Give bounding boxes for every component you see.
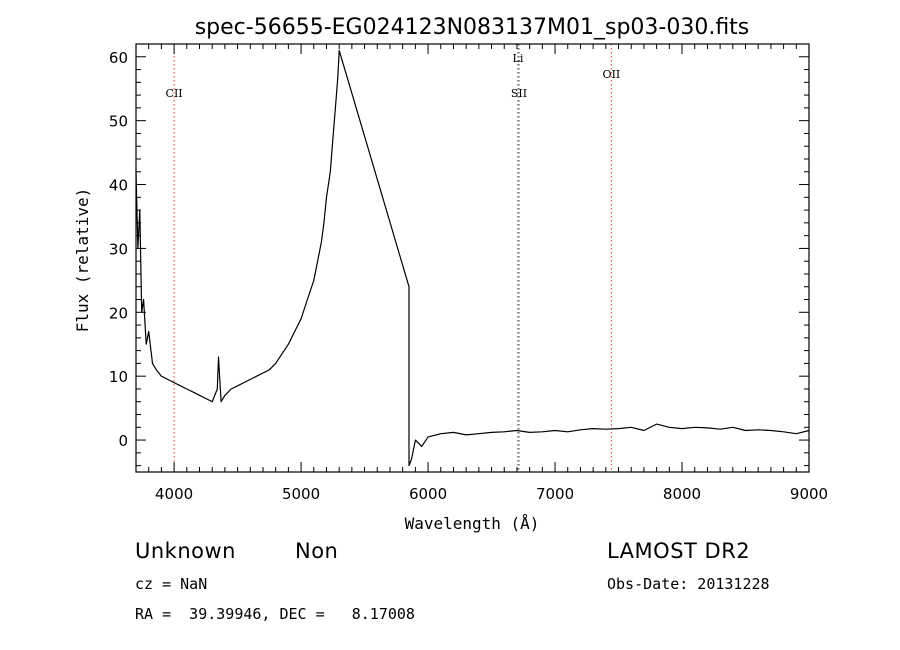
object-class: Unknown [135, 539, 236, 563]
line-label-cii: CII [166, 87, 183, 100]
y-tick-label: 60 [109, 49, 128, 67]
y-tick-label: 10 [109, 368, 128, 386]
chart-title: spec-56655-EG024123N083137M01_sp03-030.f… [195, 15, 750, 40]
x-tick-label: 4000 [155, 485, 193, 503]
series-layer [135, 49, 810, 467]
x-tick-label: 5000 [282, 485, 320, 503]
x-axis-label: Wavelength (Å) [405, 514, 540, 533]
x-tick-label: 6000 [409, 485, 447, 503]
y-tick-label: 50 [109, 113, 128, 131]
axes-layer: 4000 5000 6000 7000 8000 9000 0 10 20 30 40 50 60 [109, 43, 828, 503]
line-markers: CII SII Li OII [166, 44, 621, 472]
y-tick-label: 20 [109, 304, 128, 322]
y-tick-label: 40 [109, 177, 128, 195]
line-label-li: Li [513, 52, 524, 65]
spectrum-series-0 [135, 49, 810, 467]
survey-name: LAMOST DR2 [607, 539, 751, 563]
y-tick-label: 30 [109, 240, 128, 258]
plot-frame [135, 43, 810, 473]
x-tick-label: 8000 [663, 485, 701, 503]
x-tick-label: 9000 [790, 485, 828, 503]
obs-date: Obs-Date: 20131228 [607, 575, 770, 593]
line-label-sii: SII [511, 87, 527, 100]
x-tick-label: 7000 [536, 485, 574, 503]
redshift-readout: cz = NaN [135, 575, 208, 593]
y-tick-label: 0 [118, 432, 128, 450]
y-axis-label: Flux (relative) [73, 188, 92, 333]
coordinates: RA = 39.39946, DEC = 8.17008 [135, 605, 415, 623]
object-subclass: Non [295, 539, 339, 563]
line-label-oii: OII [603, 68, 621, 81]
